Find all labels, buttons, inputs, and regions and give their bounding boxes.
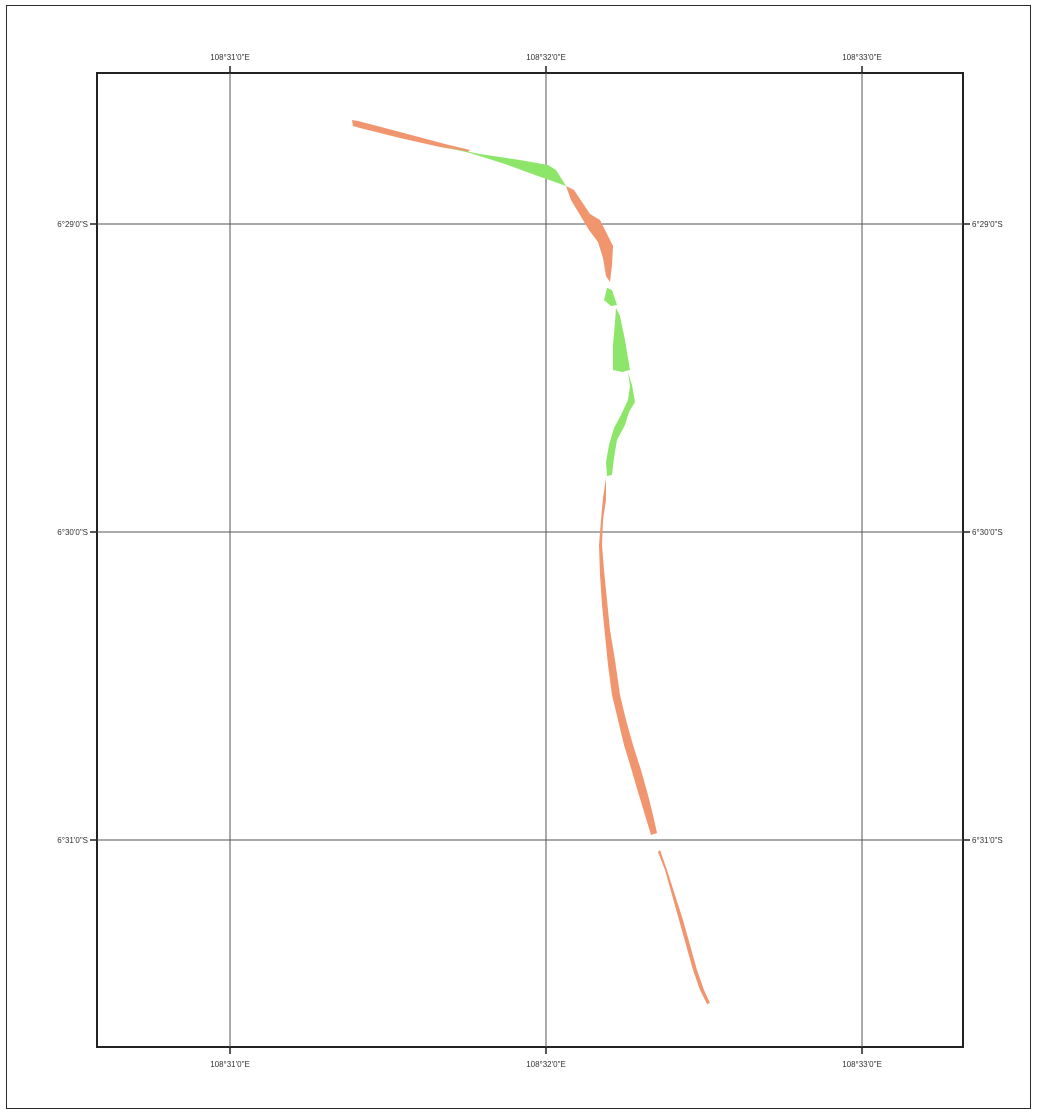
lat-label-right-1: 6°29'0"S [972,220,1003,229]
lon-label-top-1: 108°31'0"E [210,53,250,62]
shoreline-segment-green-4[interactable] [606,372,635,476]
shoreline-change-layer[interactable] [352,120,710,1004]
lon-label-top-3: 108°33'0"E [842,53,882,62]
lat-label-left-3: 6°31'0"S [57,836,88,845]
page-border [6,5,1031,1109]
shoreline-segment-green-1[interactable] [440,146,566,186]
lat-label-right-2: 6°30'0"S [972,528,1003,537]
shoreline-segment-orange-2[interactable] [566,186,613,282]
shoreline-segment-green-3[interactable] [613,308,630,372]
lon-label-top-2: 108°32'0"E [526,53,566,62]
lon-label-bottom-2: 108°32'0"E [526,1060,566,1069]
shoreline-segment-green-2[interactable] [604,288,617,306]
lat-label-left-2: 6°30'0"S [57,528,88,537]
shoreline-segment-orange-1[interactable] [352,120,470,152]
lon-label-bottom-1: 108°31'0"E [210,1060,250,1069]
shoreline-segment-orange-3[interactable] [599,478,657,835]
lat-label-left-1: 6°29'0"S [57,220,88,229]
tick-marks [90,66,970,1054]
map-frame [96,72,964,1048]
shoreline-segment-orange-4[interactable] [658,850,710,1004]
lon-label-bottom-3: 108°33'0"E [842,1060,882,1069]
lat-label-right-3: 6°31'0"S [972,836,1003,845]
